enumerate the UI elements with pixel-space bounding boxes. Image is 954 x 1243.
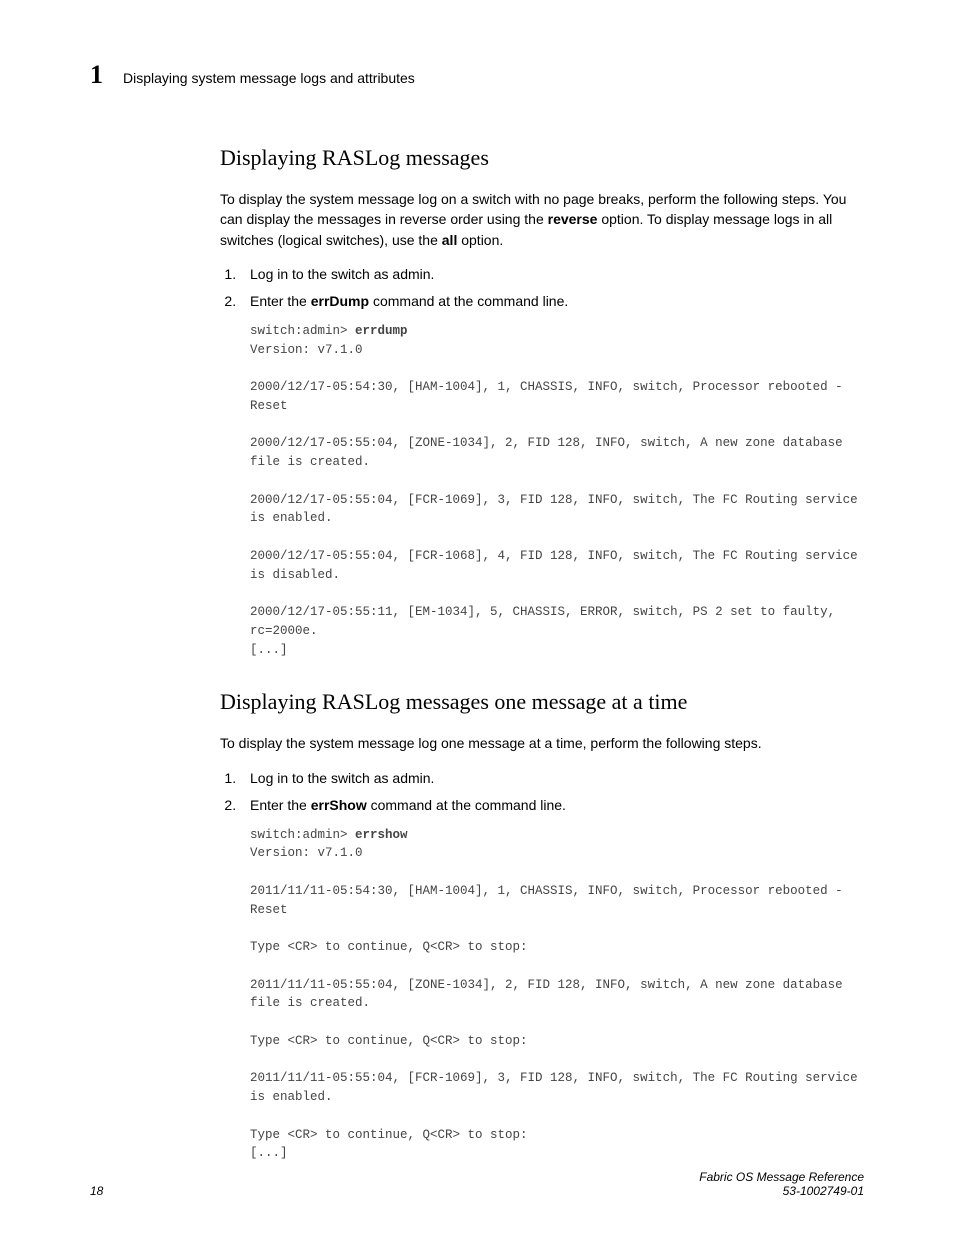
page-number: 18 xyxy=(90,1184,103,1198)
step-text: command at the command line. xyxy=(367,797,566,813)
code-output: Version: v7.1.0 2011/11/11-05:54:30, [HA… xyxy=(250,846,865,1160)
code-command: errshow xyxy=(355,828,408,842)
section1-title: Displaying RASLog messages xyxy=(220,145,864,171)
section1-intro: To display the system message log on a s… xyxy=(220,189,864,250)
step-item: Log in to the switch as admin. xyxy=(240,264,864,285)
chapter-number: 1 xyxy=(90,60,103,90)
step-text: command at the command line. xyxy=(369,293,568,309)
intro-text: option. xyxy=(457,232,503,248)
code-output: Version: v7.1.0 2000/12/17-05:54:30, [HA… xyxy=(250,343,865,657)
section2-steps: Log in to the switch as admin. Enter the… xyxy=(220,768,864,816)
page-header: 1 Displaying system message logs and att… xyxy=(90,60,864,90)
running-title: Displaying system message logs and attri… xyxy=(123,70,415,86)
doc-title: Fabric OS Message Reference xyxy=(699,1170,864,1184)
errdump-keyword: errDump xyxy=(311,293,369,309)
section2-title: Displaying RASLog messages one message a… xyxy=(220,689,864,715)
section2-codeblock: switch:admin> errshow Version: v7.1.0 20… xyxy=(250,826,864,1164)
all-keyword: all xyxy=(442,232,458,248)
code-prompt: switch:admin> xyxy=(250,324,355,338)
footer-doc-info: Fabric OS Message Reference 53-1002749-0… xyxy=(699,1170,864,1198)
section1-steps: Log in to the switch as admin. Enter the… xyxy=(220,264,864,312)
section1-codeblock: switch:admin> errdump Version: v7.1.0 20… xyxy=(250,322,864,660)
step-text: Enter the xyxy=(250,293,311,309)
section2-intro: To display the system message log one me… xyxy=(220,733,864,753)
page: 1 Displaying system message logs and att… xyxy=(0,0,954,1243)
content-area: Displaying RASLog messages To display th… xyxy=(220,145,864,1163)
page-footer: 18 Fabric OS Message Reference 53-100274… xyxy=(90,1170,864,1198)
reverse-keyword: reverse xyxy=(548,211,598,227)
step-text: Enter the xyxy=(250,797,311,813)
step-item: Enter the errDump command at the command… xyxy=(240,291,864,312)
step-item: Enter the errShow command at the command… xyxy=(240,795,864,816)
doc-id: 53-1002749-01 xyxy=(699,1184,864,1198)
code-command: errdump xyxy=(355,324,408,338)
code-prompt: switch:admin> xyxy=(250,828,355,842)
step-item: Log in to the switch as admin. xyxy=(240,768,864,789)
errshow-keyword: errShow xyxy=(311,797,367,813)
